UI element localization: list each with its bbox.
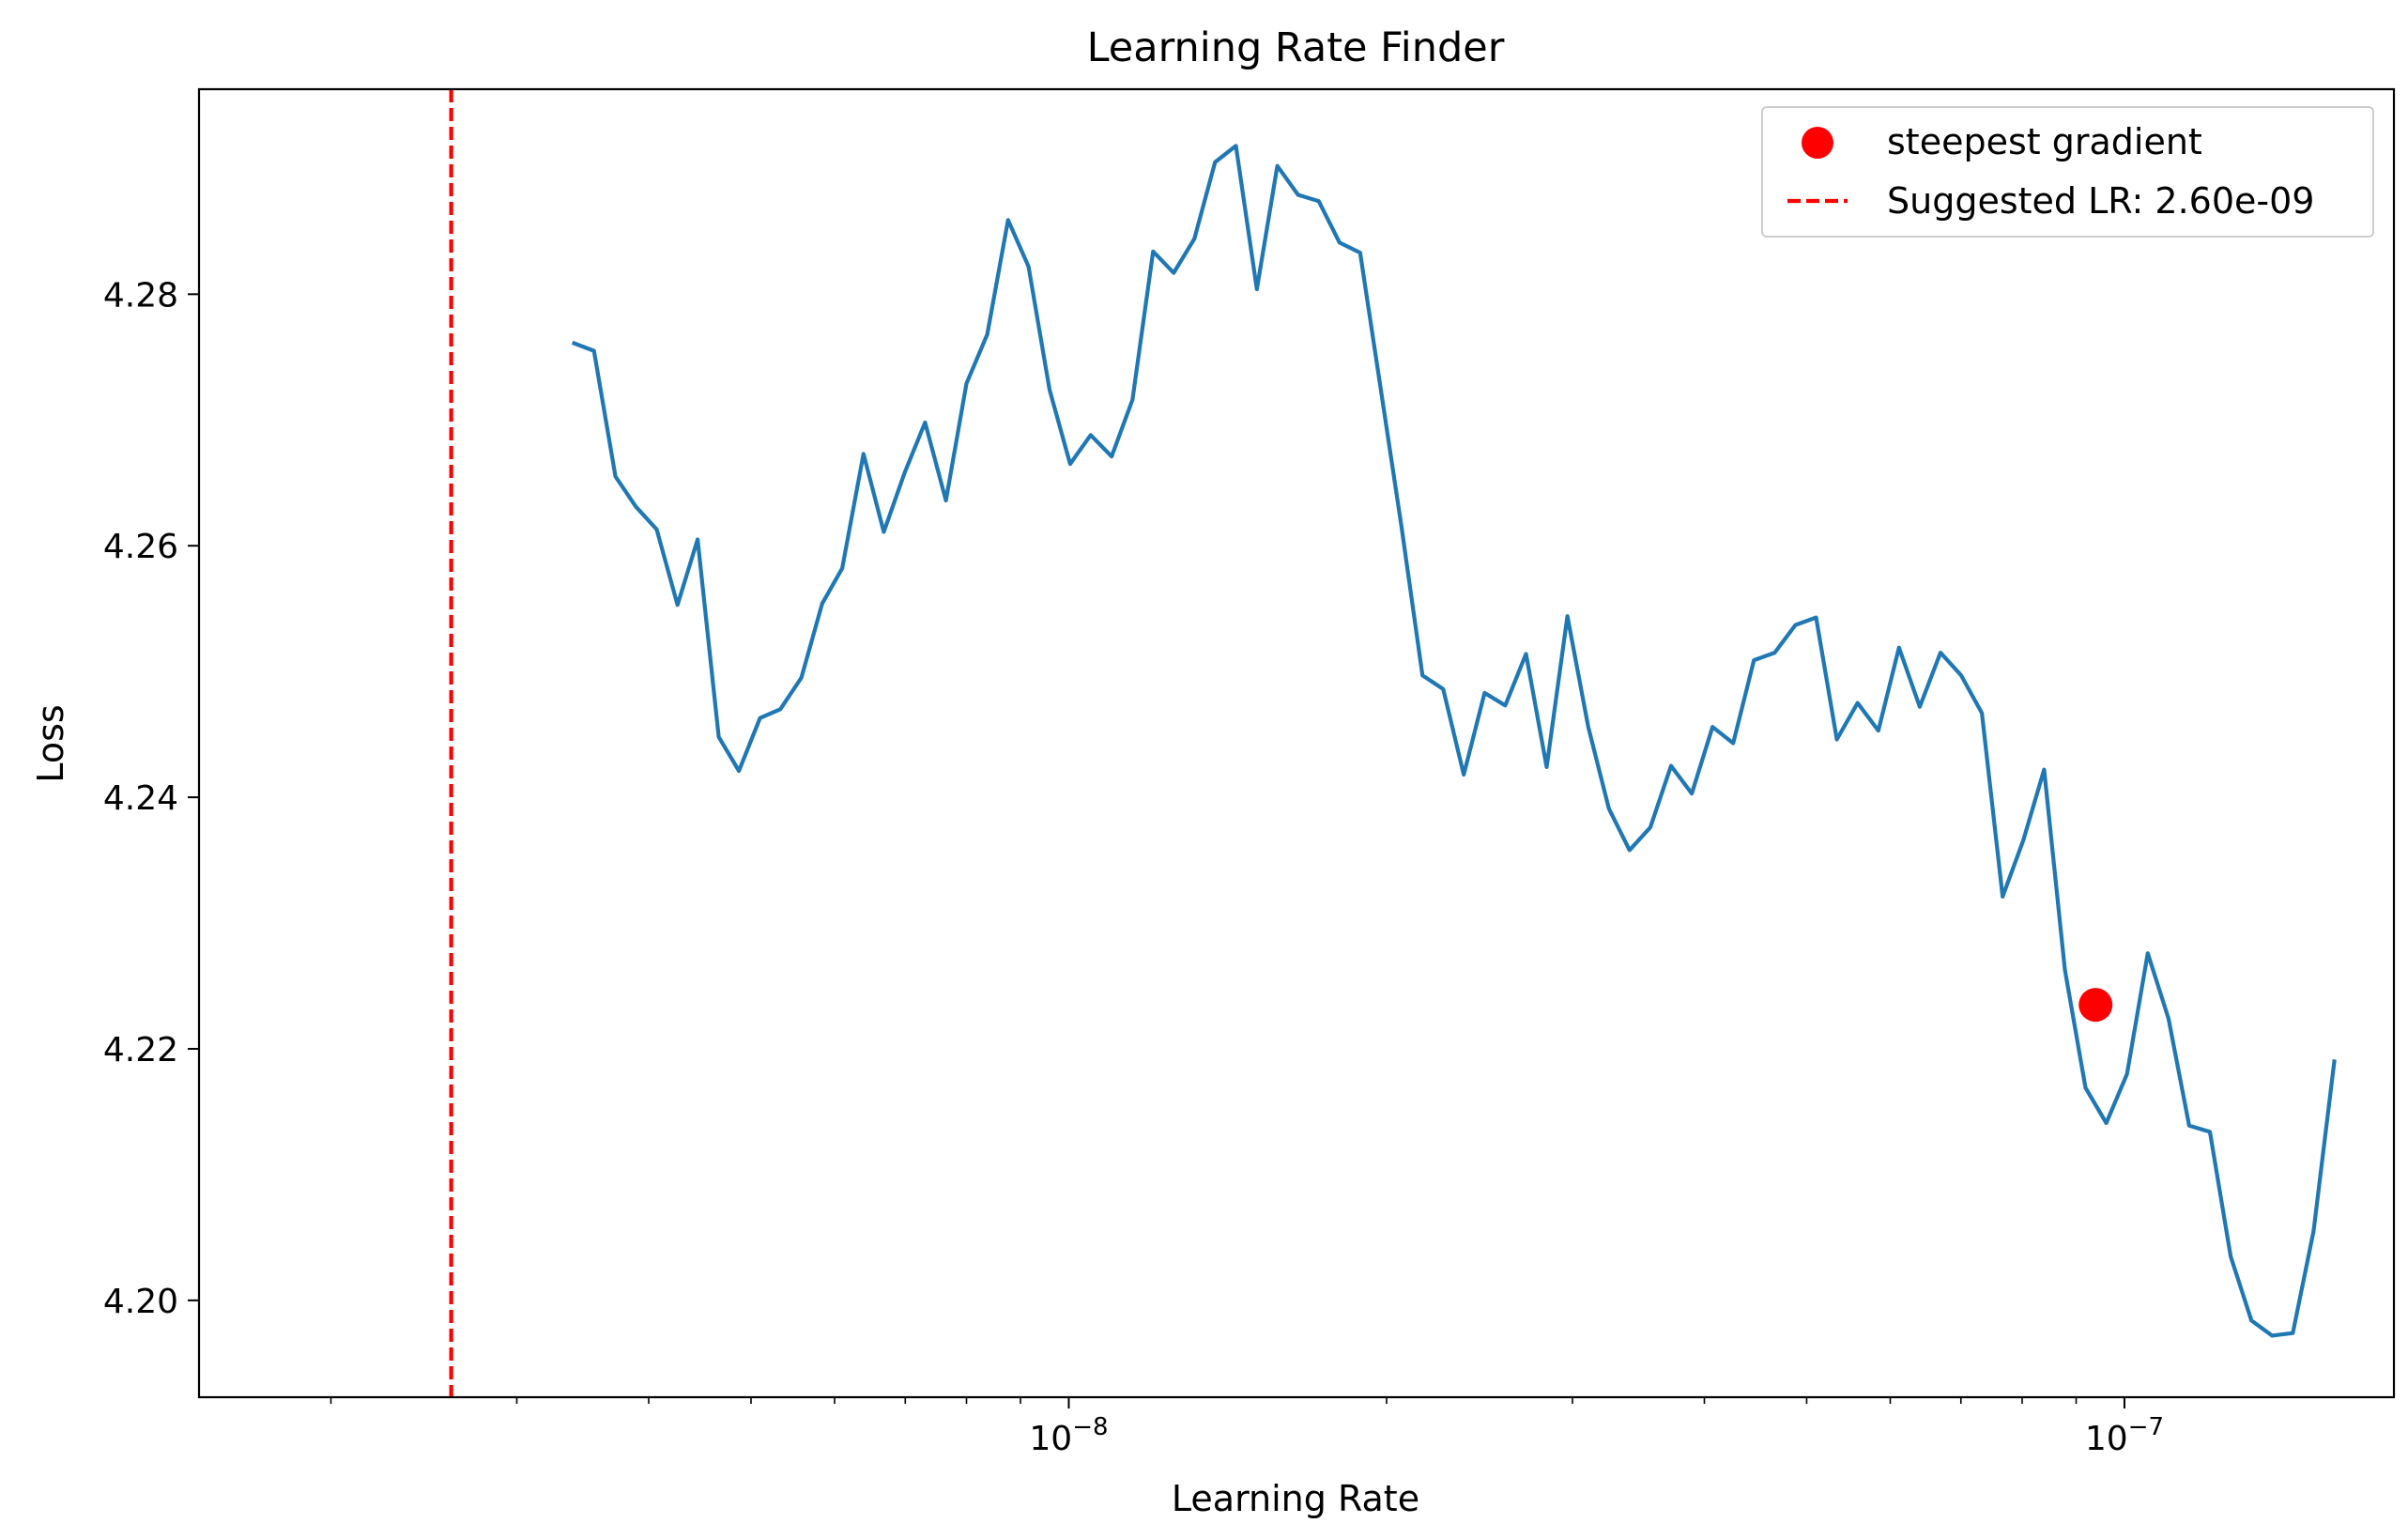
chart-title: Learning Rate Finder [1087,24,1505,71]
y-tick-label: 4.22 [103,1031,178,1070]
y-axis-ticks: 4.20 4.22 4.24 4.26 4.28 [103,276,199,1321]
steepest-gradient-marker [2078,988,2113,1023]
y-tick-label: 4.26 [103,528,178,566]
legend-label-suggested-lr: Suggested LR: 2.60e-09 [1887,180,2314,222]
legend-box [1761,106,2374,238]
y-tick-label: 4.28 [103,276,178,315]
legend-label-steepest-gradient: steepest gradient [1887,121,2202,162]
x-tick-label: 10−7 [2085,1413,2164,1458]
y-tick-label: 4.24 [103,779,178,818]
legend-marker-steepest-gradient [1802,127,1833,159]
plot-area [449,89,2337,1397]
y-axis-label: Loss [30,704,71,782]
loss-series-line [571,144,2337,1338]
y-tick-label: 4.20 [103,1283,178,1321]
x-tick-label: 10−8 [1029,1413,1108,1458]
x-axis-ticks: 10−8 10−7 [330,1397,2164,1458]
plot-frame [197,87,2396,1399]
x-axis-label: Learning Rate [1172,1478,1419,1519]
legend: steepest gradient Suggested LR: 2.60e-09 [1761,106,2374,238]
